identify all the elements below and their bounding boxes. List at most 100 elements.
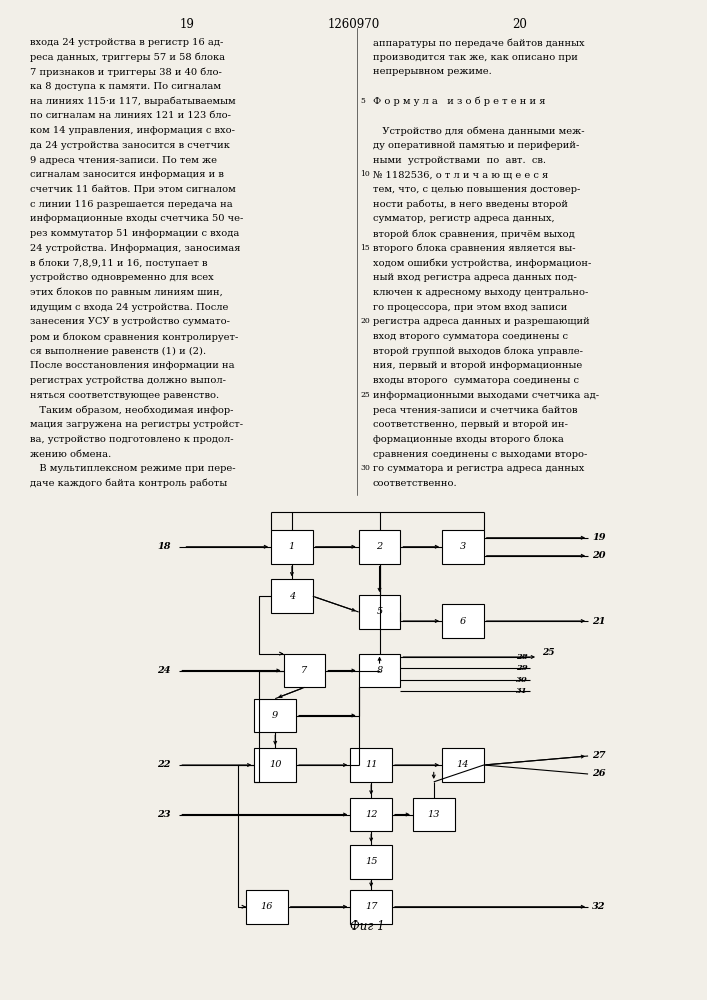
Text: 25: 25 [361,391,370,399]
Text: 21: 21 [592,616,606,626]
Text: Устройство для обмена данными меж-: Устройство для обмена данными меж- [373,126,584,136]
Bar [442,530,484,564]
Text: № 1182536, о т л и ч а ю щ е е с я: № 1182536, о т л и ч а ю щ е е с я [373,170,548,179]
Bar [413,798,455,831]
Text: 28: 28 [516,653,527,661]
Text: сравнения соединены с выходами второ-: сравнения соединены с выходами второ- [373,450,587,459]
Text: 31: 31 [516,687,527,695]
Bar [271,579,312,613]
Text: 22: 22 [158,760,171,769]
Text: 1: 1 [288,542,295,551]
Text: ва, устройство подготовлено к продол-: ва, устройство подготовлено к продол- [30,435,233,444]
Text: 4: 4 [288,592,295,601]
Text: ду оперативной памятью и периферий-: ду оперативной памятью и периферий- [373,141,579,150]
Text: идущим с входа 24 устройства. После: идущим с входа 24 устройства. После [30,303,228,312]
Text: ния, первый и второй информационные: ния, первый и второй информационные [373,361,582,370]
Text: 3: 3 [460,542,466,551]
Bar [358,530,400,564]
Text: информационными выходами счетчика ад-: информационными выходами счетчика ад- [373,391,599,400]
Text: ком 14 управления, информация с вхо-: ком 14 управления, информация с вхо- [30,126,235,135]
Text: устройство одновременно для всех: устройство одновременно для всех [30,273,214,282]
Text: входы второго  сумматора соединены с: входы второго сумматора соединены с [373,376,578,385]
Text: регистрах устройства должно выпол-: регистрах устройства должно выпол- [30,376,226,385]
Text: После восстановления информации на: После восстановления информации на [30,361,234,370]
Text: второго блока сравнения является вы-: второго блока сравнения является вы- [373,244,575,253]
Text: 30: 30 [516,676,527,684]
Text: реса чтения-записи и счетчика байтов: реса чтения-записи и счетчика байтов [373,406,577,415]
Bar [246,890,288,924]
Text: 20: 20 [592,551,606,560]
Text: ными  устройствами  по  авт.  св.: ными устройствами по авт. св. [373,156,546,165]
Text: 15: 15 [361,244,370,252]
Text: в блоки 7,8,9,11 и 16, поступает в: в блоки 7,8,9,11 и 16, поступает в [30,258,207,268]
Text: ка 8 доступа к памяти. По сигналам: ка 8 доступа к памяти. По сигналам [30,82,221,91]
Text: непрерывном режиме.: непрерывном режиме. [373,67,491,76]
Text: 20: 20 [512,18,527,31]
Text: 19: 19 [180,18,195,31]
Text: 24 устройства. Информация, заносимая: 24 устройства. Информация, заносимая [30,244,240,253]
Text: ходом ошибки устройства, информацион-: ходом ошибки устройства, информацион- [373,258,591,268]
Text: сигналам заносится информация и в: сигналам заносится информация и в [30,170,223,179]
Text: реса данных, триггеры 57 и 58 блока: реса данных, триггеры 57 и 58 блока [30,53,225,62]
Bar [255,699,296,732]
Text: мация загружена на регистры устройст-: мация загружена на регистры устройст- [30,420,243,429]
Text: вход второго сумматора соединены с: вход второго сумматора соединены с [373,332,568,341]
Bar [351,890,392,924]
Text: второй группой выходов блока управле-: второй группой выходов блока управле- [373,347,583,356]
Text: формационные входы второго блока: формационные входы второго блока [373,435,563,444]
Text: соответственно.: соответственно. [373,479,457,488]
Bar [351,845,392,879]
Text: 10: 10 [361,170,370,178]
Text: рез коммутатор 51 информации с входа: рез коммутатор 51 информации с входа [30,229,239,238]
Text: 5: 5 [361,97,366,105]
Text: 9 адреса чтения-записи. По тем же: 9 адреса чтения-записи. По тем же [30,156,216,165]
Text: 14: 14 [457,760,469,769]
Text: 9: 9 [272,711,279,720]
Bar [351,798,392,831]
Text: 1260970: 1260970 [327,18,380,31]
Bar [284,654,325,687]
Text: 26: 26 [592,770,606,778]
Text: 13: 13 [428,810,440,819]
Bar [358,654,400,687]
Text: 24: 24 [158,666,171,675]
Text: 19: 19 [592,533,606,542]
Bar [442,604,484,638]
Text: занесения УСУ в устройство суммато-: занесения УСУ в устройство суммато- [30,317,230,326]
Text: с линии 116 разрешается передача на: с линии 116 разрешается передача на [30,200,233,209]
Text: соответственно, первый и второй ин-: соответственно, первый и второй ин- [373,420,568,429]
Text: Таким образом, необходимая инфор-: Таким образом, необходимая инфор- [30,406,233,415]
Text: 18: 18 [158,542,171,551]
Text: 17: 17 [365,902,378,911]
Text: 20: 20 [361,317,370,325]
Text: этих блоков по равным линиям шин,: этих блоков по равным линиям шин, [30,288,223,297]
Text: 7: 7 [301,666,308,675]
Text: ром и блоком сравнения контролирует-: ром и блоком сравнения контролирует- [30,332,238,342]
Text: тем, что, с целью повышения достовер-: тем, что, с целью повышения достовер- [373,185,580,194]
Text: Ф о р м у л а   и з о б р е т е н и я: Ф о р м у л а и з о б р е т е н и я [373,97,545,106]
Bar [442,748,484,782]
Text: на линиях 115·и 117, вырабатываемым: на линиях 115·и 117, вырабатываемым [30,97,235,106]
Text: 23: 23 [158,810,171,819]
Text: по сигналам на линиях 121 и 123 бло-: по сигналам на линиях 121 и 123 бло- [30,111,230,120]
Text: 30: 30 [361,464,370,472]
Text: производится так же, как описано при: производится так же, как описано при [373,53,578,62]
Text: ный вход регистра адреса данных под-: ный вход регистра адреса данных под- [373,273,576,282]
Text: 29: 29 [516,664,527,672]
Text: няться соответствующее равенство.: няться соответствующее равенство. [30,391,219,400]
Text: входа 24 устройства в регистр 16 ад-: входа 24 устройства в регистр 16 ад- [30,38,223,47]
Text: 25: 25 [542,648,555,657]
Text: счетчик 11 байтов. При этом сигналом: счетчик 11 байтов. При этом сигналом [30,185,235,194]
Text: да 24 устройства заносится в счетчик: да 24 устройства заносится в счетчик [30,141,230,150]
Text: информационные входы счетчика 50 че-: информационные входы счетчика 50 че- [30,214,243,223]
Text: Фиг 1: Фиг 1 [350,920,385,933]
Text: 8: 8 [376,666,382,675]
Bar [351,748,392,782]
Text: сумматор, регистр адреса данных,: сумматор, регистр адреса данных, [373,214,554,223]
Text: ся выполнение равенств (1) и (2).: ся выполнение равенств (1) и (2). [30,347,206,356]
Text: 11: 11 [365,760,378,769]
Text: В мультиплексном режиме при пере-: В мультиплексном режиме при пере- [30,464,235,473]
Bar [271,530,312,564]
Text: жению обмена.: жению обмена. [30,450,111,459]
Text: 2: 2 [376,542,382,551]
